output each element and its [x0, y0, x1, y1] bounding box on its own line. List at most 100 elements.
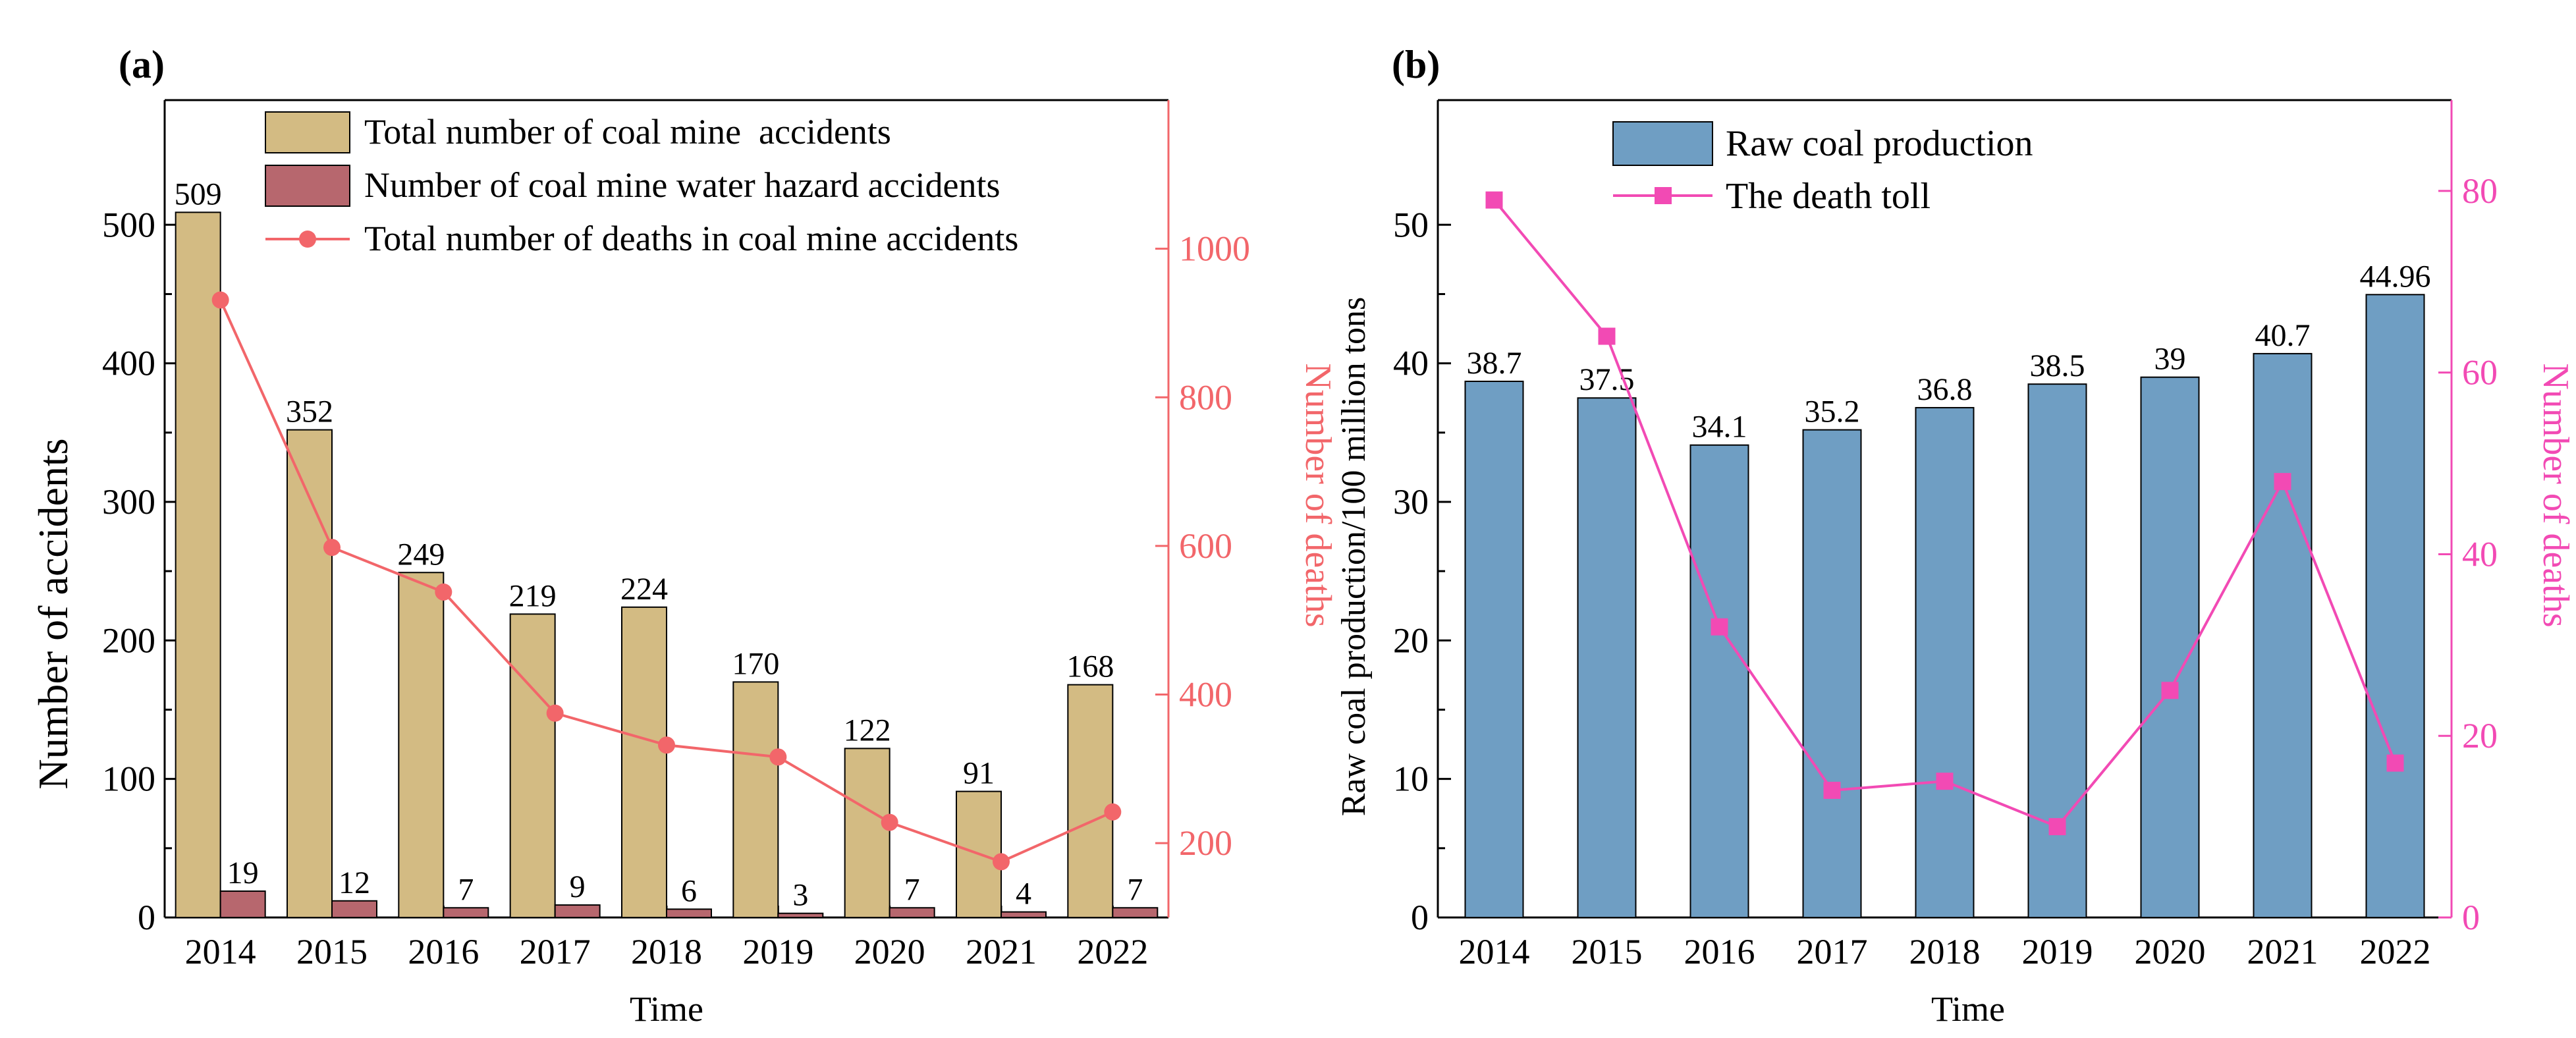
- panel-b: (b) Time Raw coal production/100 million…: [1335, 43, 2576, 1029]
- panel-a-xtick-label: 2021: [966, 932, 1037, 971]
- panel-a-data-label-total-accidents: 249: [397, 537, 445, 572]
- legend-label-water-hazard: Number of coal mine water hazard acciden…: [364, 165, 1000, 205]
- panel-b-y2tick-label: 20: [2462, 716, 2498, 755]
- panel-a-xtick-label: 2014: [185, 932, 256, 971]
- panel-b-line-point: [1598, 327, 1616, 345]
- panel-b-data-label-raw-coal: 36.8: [1917, 372, 1973, 407]
- panel-a-bar-total-accidents: [287, 429, 333, 918]
- panel-a-xtick-label: 2018: [631, 932, 702, 971]
- panel-a-label: (a): [119, 43, 165, 86]
- panel-a-bar-water-hazard: [554, 904, 601, 918]
- panel-b-line-point: [1485, 191, 1503, 209]
- panel-a-data-label-total-accidents: 219: [509, 578, 557, 613]
- panel-b-bar-raw-coal: [2253, 352, 2313, 918]
- panel-b-bar-raw-coal: [1802, 429, 1862, 918]
- panel-a-ytick-label: 100: [102, 759, 155, 799]
- panel-a-data-label-water-hazard: 6: [681, 873, 697, 908]
- panel-a-data-label-water-hazard: 9: [570, 869, 586, 904]
- panel-a-xtick-label: 2022: [1077, 932, 1148, 971]
- panel-b-xtick-label: 2017: [1797, 932, 1868, 971]
- panel-b-ytick-label: 30: [1393, 482, 1429, 522]
- panel-b-bar-raw-coal: [1464, 380, 1524, 918]
- panel-b-xtick-label: 2015: [1572, 932, 1643, 971]
- panel-a-data-label-total-accidents: 122: [844, 713, 891, 748]
- panel-a-bar-water-hazard: [219, 890, 266, 919]
- panel-b-data-label-raw-coal: 34.1: [1692, 410, 1747, 445]
- panel-b-xtick-label: 2021: [2247, 932, 2318, 971]
- legend-label-raw-coal: Raw coal production: [1726, 123, 2033, 164]
- panel-a-data-label-water-hazard: 12: [339, 865, 370, 900]
- panel-a-bar-water-hazard: [777, 912, 824, 918]
- panel-b-line-point: [2048, 818, 2066, 836]
- panel-b-xtick-label: 2018: [1909, 932, 1981, 971]
- panel-a-data-label-water-hazard: 7: [458, 872, 474, 907]
- panel-b-line-point: [2274, 473, 2291, 491]
- panel-a-data-label-total-accidents: 168: [1066, 649, 1114, 684]
- panel-a-data-label-total-accidents: 352: [286, 395, 333, 429]
- panel-a-ytick-label: 400: [102, 344, 155, 383]
- panel-b-ytick-label: 40: [1393, 344, 1429, 383]
- panel-a-bar-total-accidents: [1067, 684, 1114, 918]
- panel-a-xlabel: Time: [630, 989, 703, 1029]
- panel-a-bar-water-hazard: [443, 907, 489, 918]
- panel-b-xlabel: Time: [1931, 989, 2005, 1029]
- panel-b-data-label-raw-coal: 40.7: [2255, 318, 2311, 353]
- panel-b-ytick-label: 50: [1393, 205, 1429, 244]
- panel-a-xtick-label: 2019: [742, 932, 813, 971]
- panel-a-y2label: Number of deaths: [1298, 363, 1338, 627]
- panel-a-xtick-label: 2020: [854, 932, 925, 971]
- panel-b-data-label-raw-coal: 38.5: [2030, 348, 2085, 383]
- panel-a-line-point: [769, 748, 787, 766]
- panel-a: (a) Time Number of accidents Number of d…: [30, 43, 1338, 1029]
- panel-a-data-label-water-hazard: 3: [792, 878, 808, 913]
- panel-a-bar-water-hazard: [889, 907, 935, 918]
- panel-b-ytick-label: 0: [1411, 898, 1429, 937]
- panel-a-line-point: [658, 736, 675, 754]
- panel-b-y2tick-label: 0: [2462, 898, 2480, 937]
- panel-b-plot: 0 10 20 30 40 50 0 20 40 60 80 2014 2015 2016 2017 2018…: [1393, 99, 2498, 971]
- panel-b-y2label: Number of deaths: [2535, 363, 2576, 627]
- panel-b-data-label-raw-coal: 39: [2154, 342, 2186, 377]
- legend-label-total-accidents: Total number of coal mine accidents: [364, 112, 891, 151]
- panel-a-plot: 0 100 200 300 400 500 200 400 600 800 1000 2014 2015…: [102, 99, 1250, 971]
- panel-b-label: (b): [1392, 43, 1440, 86]
- panel-a-legend: Total number of coal mine accidents Numb…: [265, 111, 1018, 258]
- panel-a-y2tick-label: 1000: [1179, 229, 1250, 269]
- panel-a-bar-water-hazard: [331, 900, 377, 918]
- panel-b-data-label-raw-coal: 37.5: [1579, 362, 1635, 397]
- panel-a-line-point: [435, 583, 452, 601]
- panel-b-xtick-label: 2016: [1684, 932, 1755, 971]
- panel-a-y2tick-label: 600: [1179, 526, 1232, 566]
- panel-a-data-label-water-hazard: 4: [1016, 877, 1031, 912]
- panel-b-line-point: [2386, 754, 2404, 772]
- panel-a-bar-water-hazard: [1112, 907, 1159, 918]
- legend-label-deaths: Total number of deaths in coal mine acci…: [364, 219, 1018, 258]
- panel-a-data-label-water-hazard: 7: [904, 872, 920, 907]
- panel-b-line-point: [1823, 781, 1841, 799]
- panel-b-ytick-label: 10: [1393, 759, 1429, 799]
- legend-swatch-total-accidents: [265, 111, 350, 153]
- panel-b-line-point: [2161, 682, 2179, 699]
- panel-b-line-point: [1936, 773, 1954, 790]
- panel-b-line-point: [1711, 618, 1728, 636]
- panel-b-y2tick-label: 80: [2462, 171, 2498, 211]
- panel-a-line-point: [881, 813, 898, 831]
- panel-a-ytick-label: 300: [102, 482, 155, 522]
- legend-swatch-raw-coal: [1612, 121, 1713, 166]
- panel-a-bar-total-accidents: [509, 613, 556, 918]
- panel-a-xtick-label: 2016: [408, 932, 479, 971]
- panel-b-ylabel: Raw coal production/100 million tons: [1335, 297, 1373, 817]
- panel-a-bar-total-accidents: [398, 572, 445, 918]
- panel-a-line-point: [1104, 803, 1122, 821]
- panel-a-xtick-label: 2017: [520, 932, 591, 971]
- panel-a-bar-water-hazard: [1000, 911, 1047, 918]
- panel-a-line-point: [211, 291, 229, 309]
- panel-b-bar-raw-coal: [2027, 383, 2087, 918]
- legend-label-death-toll: The death toll: [1726, 176, 1931, 217]
- panel-a-y2tick-label: 800: [1179, 377, 1232, 417]
- panel-a-data-label-water-hazard: 19: [227, 856, 259, 890]
- panel-a-y2tick-label: 200: [1179, 823, 1232, 863]
- panel-a-bar-water-hazard: [666, 908, 712, 918]
- panel-b-bar-raw-coal: [2365, 294, 2425, 918]
